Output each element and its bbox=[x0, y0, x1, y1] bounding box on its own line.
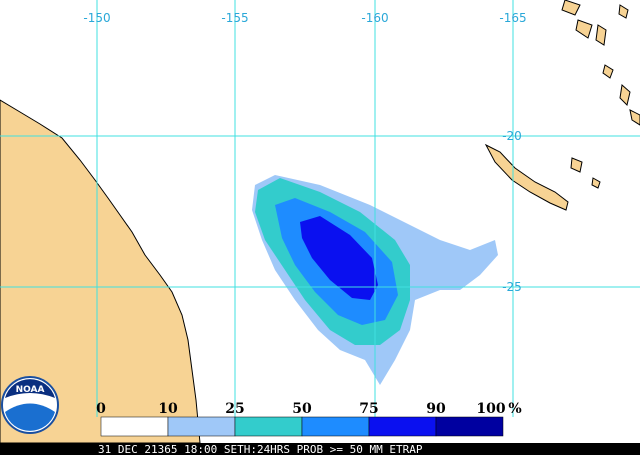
land bbox=[0, 99, 201, 444]
lon-label: -155 bbox=[221, 11, 248, 25]
legend: 0 10 25 50 75 90 100% bbox=[96, 401, 522, 437]
legend-label: 25 bbox=[225, 401, 244, 417]
legend-unit: % bbox=[508, 401, 521, 417]
legend-swatch bbox=[100, 416, 169, 437]
legend-label: 0 bbox=[96, 401, 106, 417]
lon-label: -160 bbox=[361, 11, 388, 25]
footer-bar bbox=[0, 443, 640, 455]
legend-label: 10 bbox=[158, 401, 178, 417]
prob-area bbox=[300, 216, 378, 300]
graticule bbox=[0, 0, 640, 417]
footer-text: 31 DEC 21365 18:00 SETH:24HRS PROB >= 50… bbox=[98, 443, 423, 455]
legend-swatch bbox=[234, 416, 303, 437]
legend-swatch bbox=[301, 416, 370, 437]
lat-label: -25 bbox=[502, 280, 522, 294]
legend-swatch bbox=[368, 416, 437, 437]
legend-label: 50 bbox=[292, 401, 312, 417]
legend-swatch bbox=[435, 416, 504, 437]
legend-label: 75 bbox=[359, 401, 378, 417]
logo: NOAA bbox=[1, 376, 59, 434]
islands bbox=[561, 0, 640, 189]
logo-text: NOAA bbox=[16, 385, 45, 395]
legend-swatch bbox=[167, 416, 236, 437]
geo-labels: -150 -155 -160 -165 -20 -25 bbox=[83, 11, 526, 294]
lat-label: -20 bbox=[502, 129, 522, 143]
lon-label: -165 bbox=[499, 11, 526, 25]
lon-label: -150 bbox=[83, 11, 110, 25]
legend-label: 90 bbox=[426, 401, 446, 417]
legend-label: 100 bbox=[476, 401, 505, 417]
